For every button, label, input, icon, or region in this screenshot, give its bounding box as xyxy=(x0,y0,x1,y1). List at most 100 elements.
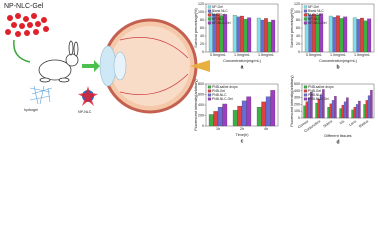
legend-label: Blank NLC xyxy=(212,9,228,13)
bar xyxy=(360,17,364,53)
legend-swatch xyxy=(207,9,212,13)
bar xyxy=(331,100,335,119)
y-tick-label: 60 xyxy=(296,26,300,30)
bar xyxy=(358,100,361,119)
bar xyxy=(343,16,348,53)
x-tick-label: Iris xyxy=(339,119,345,125)
y-tick-label: 100 xyxy=(198,10,204,14)
legend-swatch xyxy=(303,89,308,93)
bar xyxy=(222,103,228,127)
bar xyxy=(240,15,244,53)
bar xyxy=(346,97,349,119)
y-tick-label: 100 xyxy=(294,10,300,14)
bar xyxy=(237,105,243,127)
y-tick-label: 400 xyxy=(294,89,300,93)
legend-label: PNB-Gel xyxy=(308,89,321,93)
rabbit xyxy=(38,40,79,83)
legend-label: PNB-saline drops xyxy=(212,85,238,89)
bar xyxy=(322,89,325,119)
legend-swatch xyxy=(303,21,308,25)
bar xyxy=(365,100,369,119)
legend-swatch xyxy=(207,93,212,97)
panel-letter: d xyxy=(336,139,339,144)
y-tick-label: 500 xyxy=(294,82,300,86)
legend-swatch xyxy=(207,85,212,89)
y-tick-label: 120 xyxy=(198,2,204,6)
legend-label: NP-NLC xyxy=(212,17,225,21)
panel-letter: c xyxy=(241,138,244,144)
bar xyxy=(367,95,371,119)
bar xyxy=(246,96,252,127)
bar xyxy=(305,101,309,119)
legend-label: PNB-Gel xyxy=(212,89,225,93)
legend-swatch xyxy=(207,89,212,93)
y-tick-label: 20 xyxy=(296,42,300,46)
y-axis-label: Fluorescent intensity(arbitrary) xyxy=(290,75,294,127)
x-tick-label: 1.5mg/mL xyxy=(258,53,274,57)
legend-swatch xyxy=(207,17,212,21)
legend-swatch xyxy=(207,5,212,9)
legend-swatch xyxy=(303,13,308,17)
x-axis-label: Concentration(mg/mL) xyxy=(223,59,262,63)
x-tick-label: 4h xyxy=(264,127,268,131)
x-axis-label: Concentration(mg/mL) xyxy=(319,59,358,63)
y-axis-label: Survival percentage(%) xyxy=(290,8,294,48)
bar xyxy=(315,102,318,119)
bar xyxy=(261,101,267,127)
np-nlc-icon xyxy=(78,86,98,106)
bar xyxy=(260,19,265,53)
panel-letter: a xyxy=(241,64,244,70)
bar xyxy=(232,15,237,53)
bar xyxy=(329,103,333,119)
x-tick-label: Retina xyxy=(358,119,369,128)
bar xyxy=(351,109,354,119)
bar xyxy=(223,14,228,53)
gel-label: NP-NLC-Gel xyxy=(4,3,44,10)
legend-label: NP-NLC-Gel xyxy=(308,21,327,25)
bar xyxy=(232,110,238,127)
bar xyxy=(256,106,262,127)
legend-swatch xyxy=(207,97,212,101)
hydrogel-label: hydrogel xyxy=(24,108,38,112)
graphical-abstract: NP-NLC-Gel hydrogel NP-NLC 0 20 40 60 80 100 1… xyxy=(4,2,375,144)
eye xyxy=(99,18,210,114)
legend-label: NLC-Gel xyxy=(212,13,225,17)
legend-label: PNB-NLC xyxy=(308,93,323,97)
y-tick-label: 800 xyxy=(198,82,204,86)
flow-arrow xyxy=(13,39,31,63)
bar xyxy=(363,20,368,53)
legend-swatch xyxy=(207,13,212,17)
bar xyxy=(332,17,337,53)
x-tick-label: 1.5mg/mL xyxy=(354,53,370,57)
x-axis-label: Different tissues xyxy=(324,134,351,138)
bar xyxy=(353,107,357,119)
bar xyxy=(241,100,247,127)
legend-label: NLC-Gel xyxy=(308,13,321,17)
bar xyxy=(339,108,342,119)
hydrogel-mesh xyxy=(29,85,53,105)
bar xyxy=(265,96,271,127)
bar xyxy=(334,96,337,119)
y-tick-label: 100 xyxy=(294,109,300,113)
x-tick-label: 0.5mg/mL xyxy=(306,53,322,57)
legend-swatch xyxy=(303,97,308,101)
x-tick-label: 1.0mg/mL xyxy=(330,53,346,57)
y-tick-label: 400 xyxy=(198,103,204,107)
legend-label: NP-NLC xyxy=(308,17,321,21)
bar xyxy=(208,114,214,127)
y-tick-label: 60 xyxy=(200,26,204,30)
legend-swatch xyxy=(303,9,308,13)
bar xyxy=(343,101,347,119)
bar xyxy=(319,13,324,53)
y-tick-label: 0 xyxy=(202,124,204,128)
bar xyxy=(264,18,268,53)
panel-letter: b xyxy=(336,64,339,70)
bar xyxy=(327,107,330,119)
np-nlc-label: NP-NLC xyxy=(78,110,92,114)
bar xyxy=(352,17,357,53)
bar xyxy=(370,90,373,119)
bar xyxy=(217,106,223,127)
bar xyxy=(367,18,372,53)
bar xyxy=(256,17,261,53)
y-tick-label: 0 xyxy=(298,50,300,54)
